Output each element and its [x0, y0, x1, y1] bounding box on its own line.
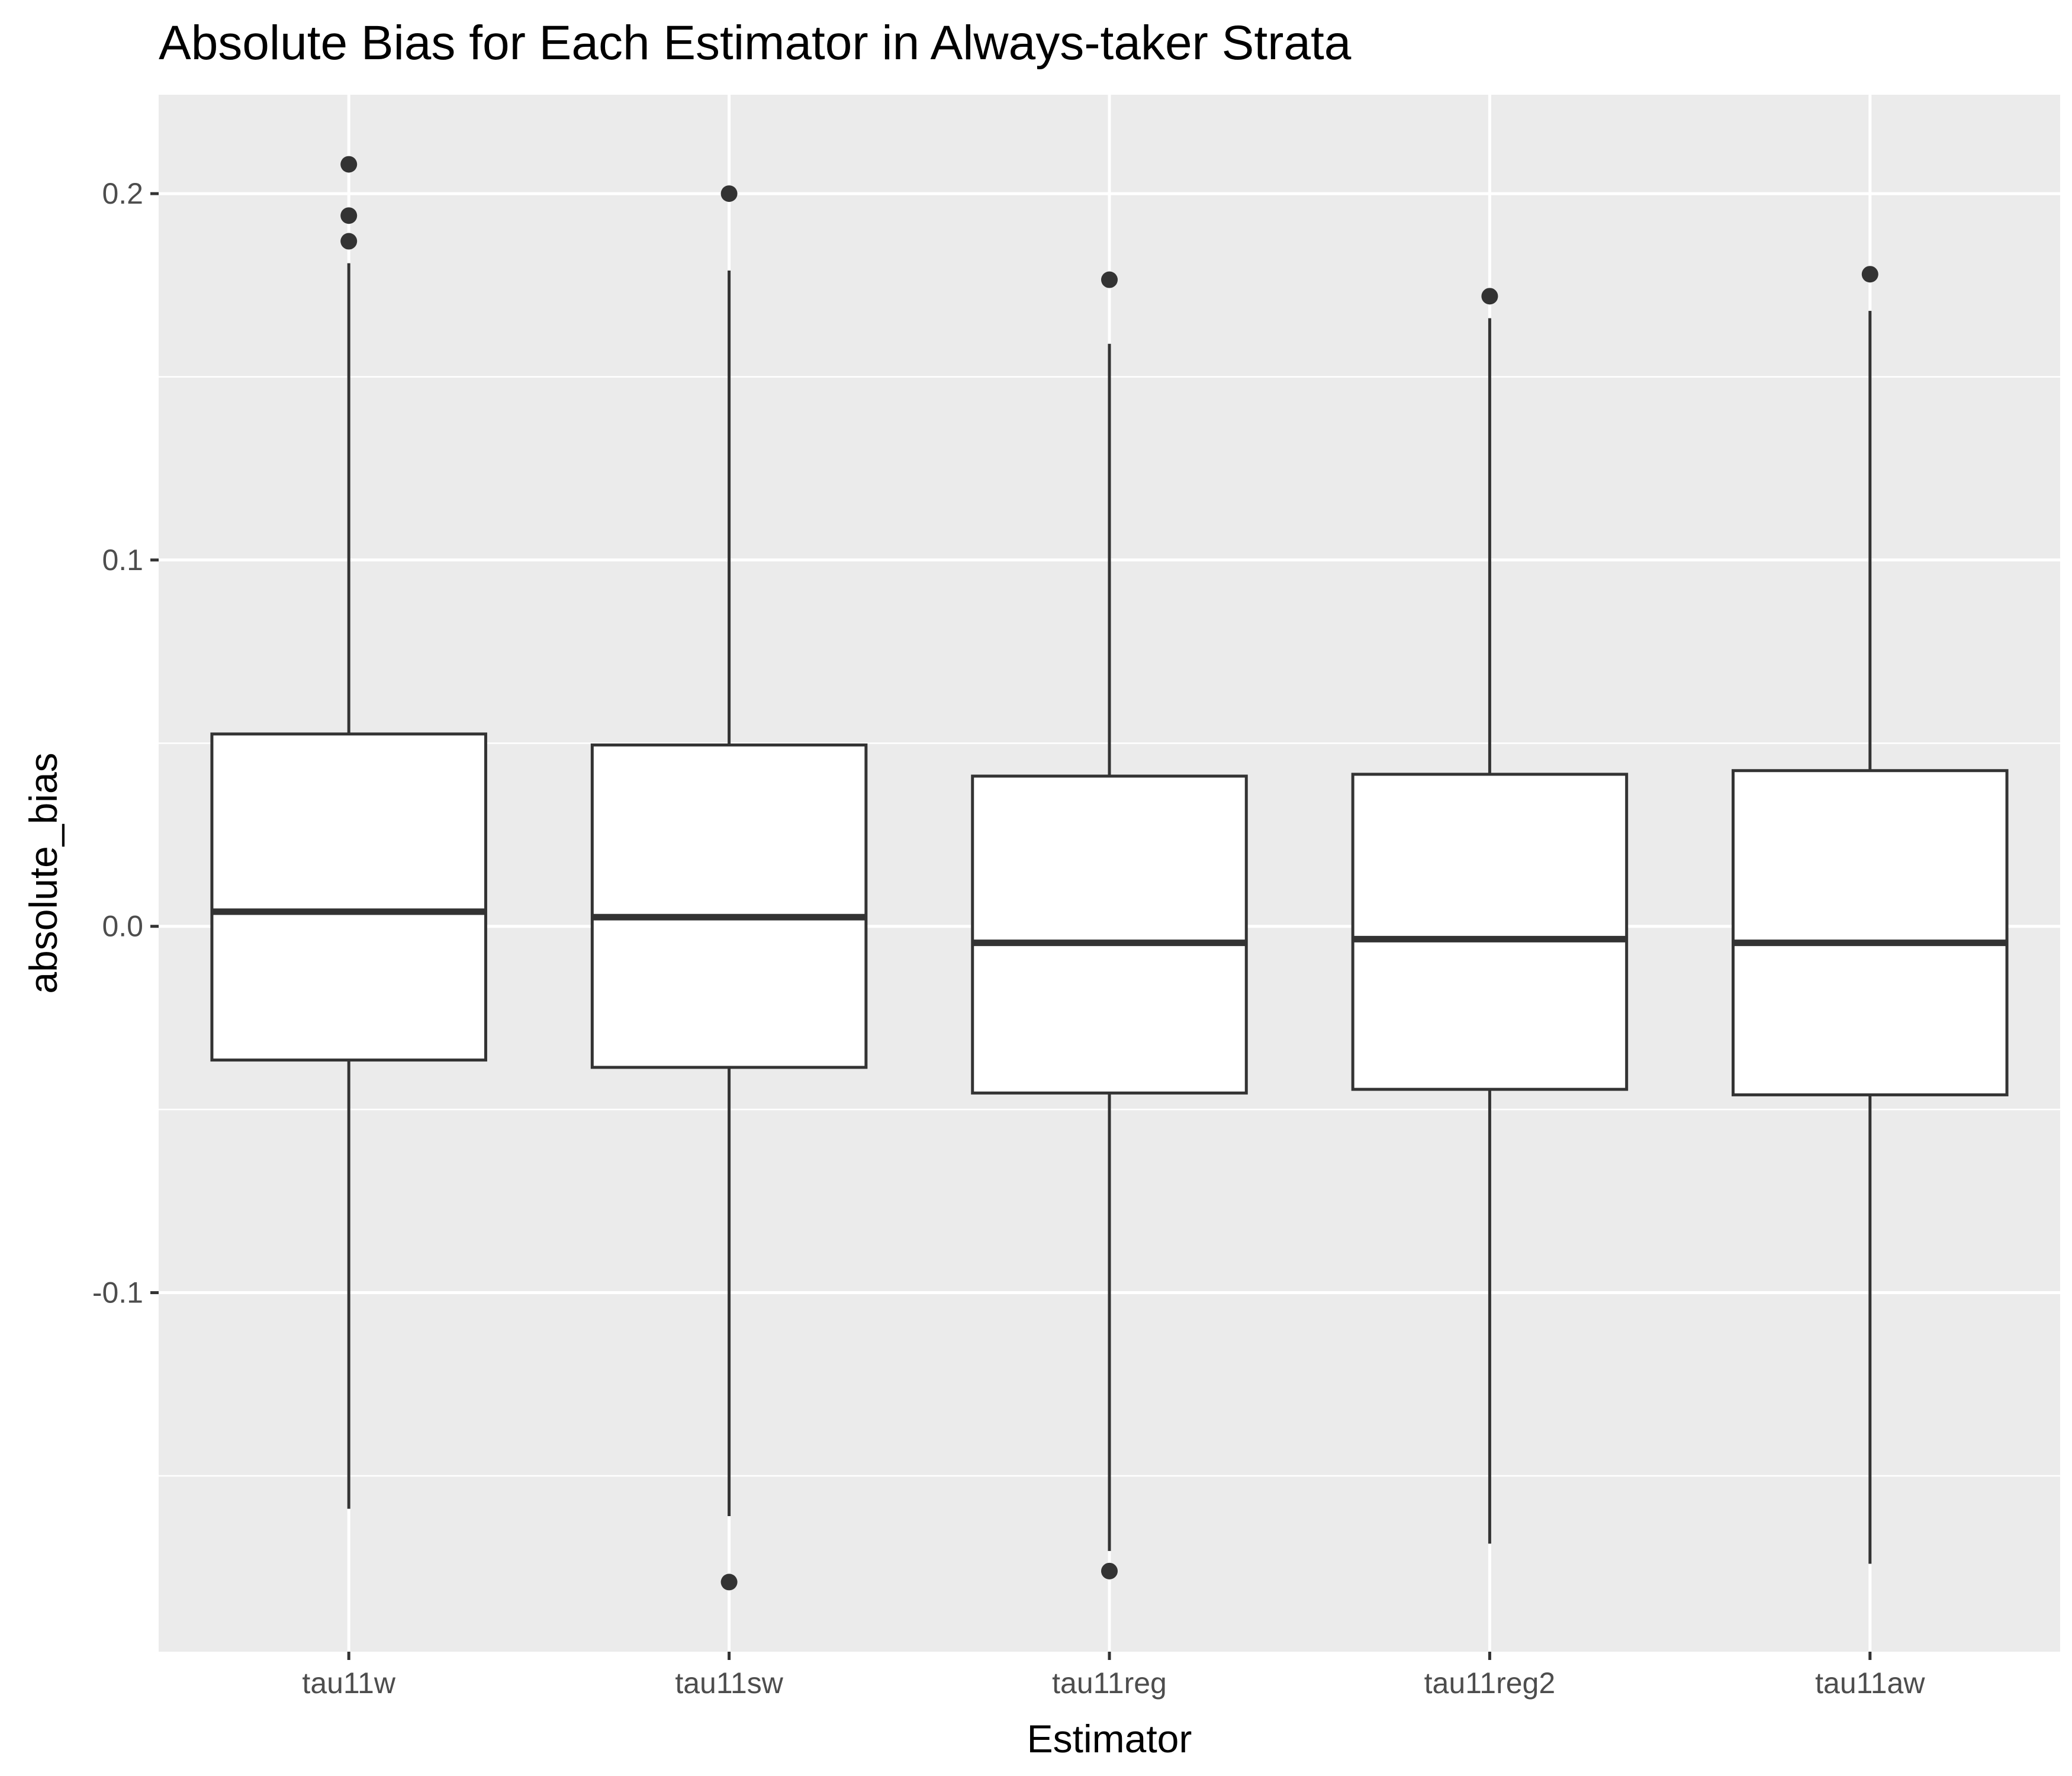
outlier-point — [1481, 288, 1498, 305]
y-axis: 0.2 0.1 0.0 -0.1 — [92, 177, 159, 1310]
box-tau11aw — [1732, 266, 2009, 1564]
outlier-point — [1101, 1562, 1118, 1579]
outlier-point — [340, 207, 358, 224]
outlier-point — [720, 1574, 738, 1591]
y-tick-label: 0.1 — [102, 543, 143, 577]
box-tau11sw — [590, 185, 868, 1591]
outlier-point — [1861, 266, 1878, 283]
box-tau11reg2 — [1351, 288, 1629, 1544]
x-axis-title: Estimator — [1027, 1717, 1192, 1761]
x-tick-label: tau11reg2 — [1424, 1666, 1555, 1700]
y-tick-label: 0.0 — [102, 910, 143, 943]
box-iqr — [971, 774, 1248, 1095]
box-iqr — [210, 732, 487, 1062]
outlier-point — [340, 233, 358, 250]
x-tick-label: tau11reg — [1052, 1666, 1167, 1700]
x-tick-label: tau11w — [302, 1666, 395, 1700]
x-tick-label: tau11sw — [675, 1666, 783, 1700]
box-iqr — [1732, 769, 2009, 1096]
chart-title: Absolute Bias for Each Estimator in Alwa… — [159, 16, 1352, 70]
outlier-point — [340, 156, 358, 173]
y-tick-label: 0.2 — [102, 177, 143, 210]
y-tick-label: -0.1 — [92, 1276, 143, 1310]
box-iqr — [590, 743, 868, 1069]
outlier-point — [720, 185, 738, 202]
x-tick-label: tau11aw — [1815, 1666, 1925, 1700]
box-iqr — [1351, 773, 1629, 1091]
x-axis: tau11w tau11sw tau11reg tau11reg2 tau11aw — [302, 1652, 1925, 1700]
y-axis-title: absolute_bias — [21, 752, 65, 993]
outlier-point — [1101, 271, 1118, 288]
box-tau11reg — [971, 271, 1248, 1579]
box-tau11w — [210, 156, 487, 1509]
box-series — [210, 156, 2009, 1591]
